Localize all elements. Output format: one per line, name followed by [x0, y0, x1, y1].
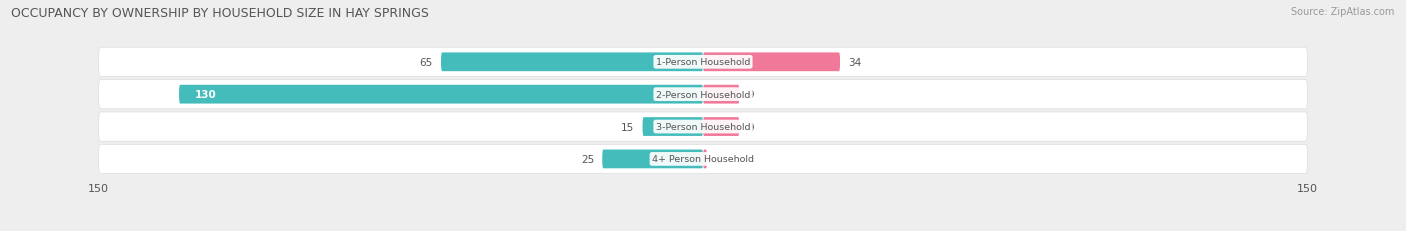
FancyBboxPatch shape — [602, 150, 703, 169]
Text: 2-Person Household: 2-Person Household — [655, 90, 751, 99]
FancyBboxPatch shape — [98, 48, 1308, 77]
Text: 25: 25 — [581, 154, 595, 164]
FancyBboxPatch shape — [98, 112, 1308, 142]
Text: 130: 130 — [195, 90, 217, 100]
Text: 3-Person Household: 3-Person Household — [655, 122, 751, 131]
Text: 15: 15 — [621, 122, 634, 132]
Text: 9: 9 — [748, 90, 754, 100]
FancyBboxPatch shape — [703, 150, 707, 169]
Text: OCCUPANCY BY OWNERSHIP BY HOUSEHOLD SIZE IN HAY SPRINGS: OCCUPANCY BY OWNERSHIP BY HOUSEHOLD SIZE… — [11, 7, 429, 20]
FancyBboxPatch shape — [643, 118, 703, 136]
FancyBboxPatch shape — [441, 53, 703, 72]
Text: 4+ Person Household: 4+ Person Household — [652, 155, 754, 164]
FancyBboxPatch shape — [98, 80, 1308, 109]
Text: 34: 34 — [848, 58, 862, 67]
Text: 65: 65 — [420, 58, 433, 67]
FancyBboxPatch shape — [703, 85, 740, 104]
FancyBboxPatch shape — [703, 53, 839, 72]
Text: 1: 1 — [716, 154, 721, 164]
FancyBboxPatch shape — [703, 118, 740, 136]
Text: 1-Person Household: 1-Person Household — [655, 58, 751, 67]
FancyBboxPatch shape — [179, 85, 703, 104]
Text: 9: 9 — [748, 122, 754, 132]
FancyBboxPatch shape — [98, 145, 1308, 174]
Text: Source: ZipAtlas.com: Source: ZipAtlas.com — [1291, 7, 1395, 17]
